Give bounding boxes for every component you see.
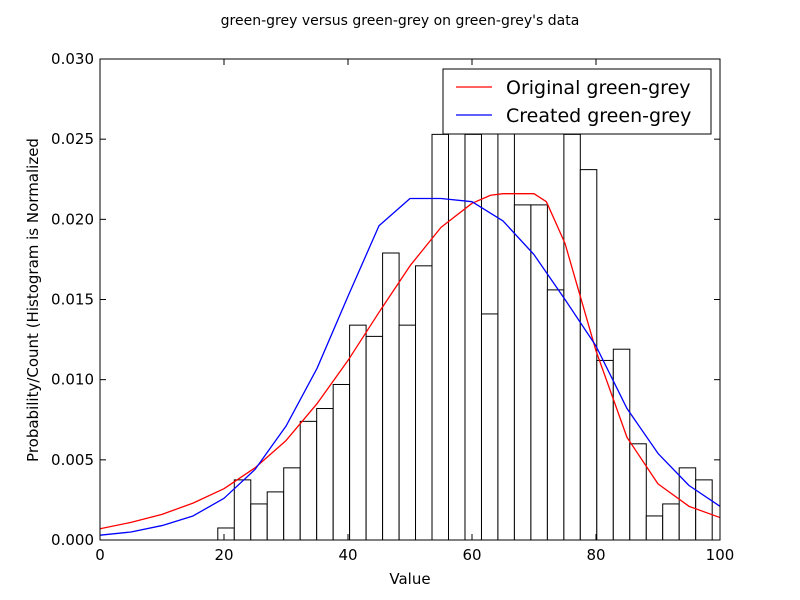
x-tick-label: 80 — [586, 546, 605, 564]
histogram-bar — [480, 313, 499, 541]
histogram-bar — [579, 169, 598, 541]
x-axis-label: Value — [389, 570, 430, 588]
x-tick-label: 0 — [95, 546, 105, 564]
legend-label-original: Original green-grey — [506, 77, 691, 99]
legend: Original green-grey Created green-grey — [442, 68, 712, 135]
histogram-bar — [662, 503, 680, 541]
histogram-bar — [233, 479, 252, 541]
x-axis: 0 20 40 60 80 100 — [95, 59, 734, 564]
x-tick-label: 20 — [214, 546, 233, 564]
curves — [99, 193, 721, 536]
histogram-bar — [365, 335, 384, 541]
histogram-bar — [448, 109, 466, 541]
histogram-bar — [415, 265, 433, 541]
histogram-bar — [464, 133, 482, 541]
histogram-bar — [382, 252, 400, 541]
histogram-bar — [497, 109, 515, 541]
histogram-bar — [398, 324, 417, 541]
histogram-bar — [332, 383, 351, 541]
histogram-bar — [250, 503, 268, 541]
histogram-bar — [596, 359, 614, 541]
y-tick-label: 0.015 — [51, 291, 94, 309]
histogram-bar — [612, 348, 631, 541]
y-tick-label: 0.020 — [51, 210, 94, 228]
y-tick-label: 0.025 — [51, 130, 94, 148]
y-tick-label: 0.010 — [51, 371, 94, 389]
y-tick-label: 0.000 — [51, 531, 94, 549]
histogram-bar — [546, 289, 565, 541]
legend-box — [442, 68, 712, 135]
histogram-bar — [645, 515, 664, 541]
histogram-bar — [530, 204, 548, 541]
x-tick-label: 100 — [706, 546, 735, 564]
histogram-bar — [266, 491, 285, 541]
series-line-created — [99, 197, 721, 536]
histogram-bar — [349, 324, 367, 541]
histogram-bar — [513, 204, 532, 541]
x-tick-label: 60 — [462, 546, 481, 564]
x-tick-label: 40 — [338, 546, 357, 564]
chart-title: green-grey versus green-grey on green-gr… — [221, 13, 580, 29]
histogram-bar — [316, 408, 334, 541]
histogram-bar — [563, 133, 581, 541]
y-axis: 0.000 0.005 0.010 0.015 0.020 0.025 0.030 — [51, 50, 720, 549]
histogram-bar — [283, 467, 301, 541]
legend-label-created: Created green-grey — [506, 105, 691, 127]
histogram-bar — [299, 420, 318, 541]
histogram-bar — [217, 527, 235, 541]
series-line-original — [99, 193, 721, 530]
y-axis-label: Probability/Count (Histogram is Normaliz… — [24, 138, 42, 462]
y-tick-label: 0.030 — [51, 50, 94, 68]
histogram-bars — [217, 109, 713, 541]
histogram-bar — [431, 133, 450, 541]
y-tick-label: 0.005 — [51, 451, 94, 469]
histogram-bar — [629, 443, 647, 541]
